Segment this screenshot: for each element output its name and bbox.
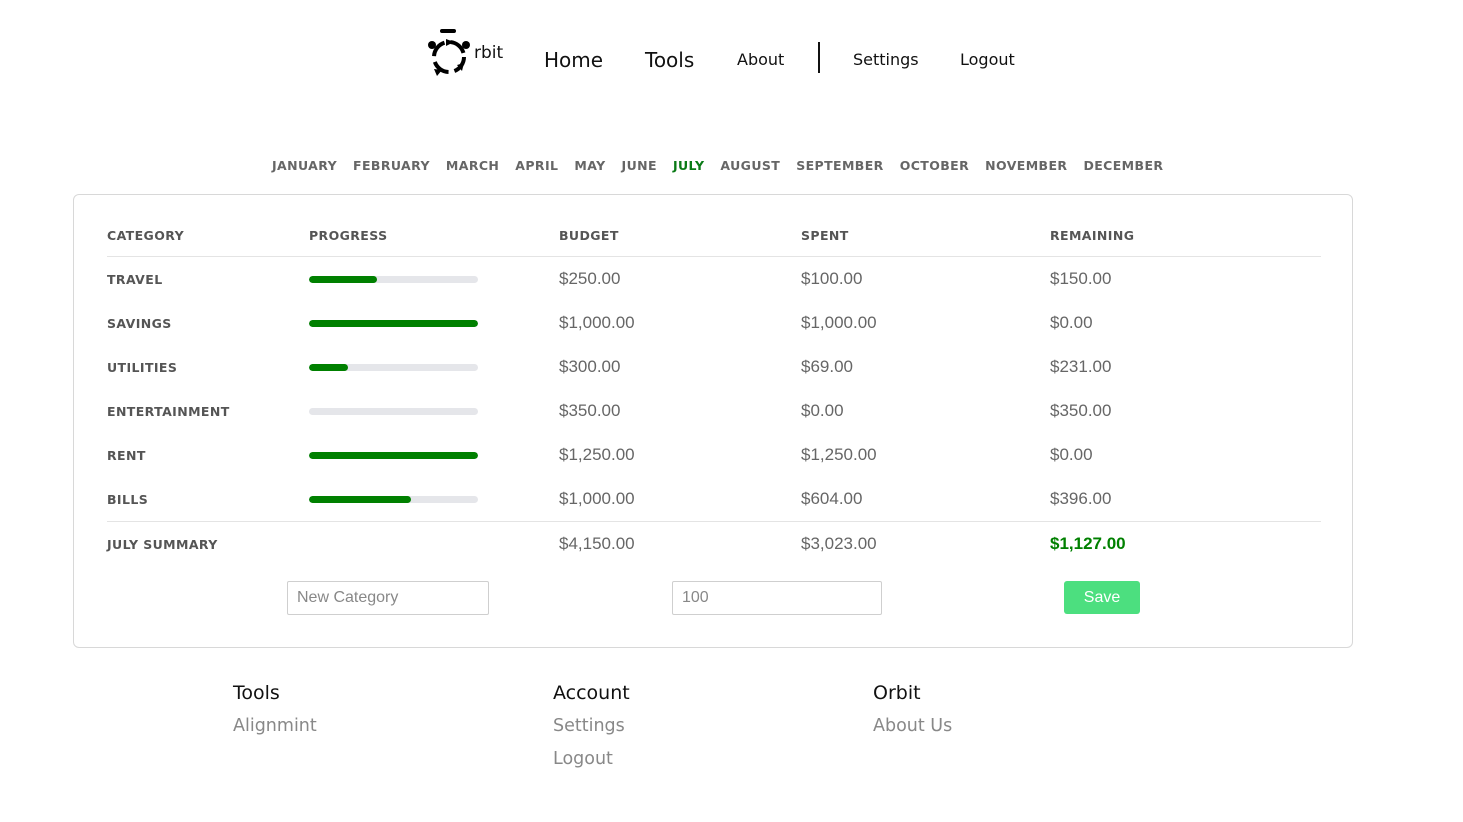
table-row: TRAVEL $250.00 $100.00 $150.00 — [107, 257, 1321, 301]
new-category-input[interactable] — [287, 581, 489, 615]
footer-link-alignmint[interactable]: Alignmint — [233, 716, 317, 736]
summary-remaining: $1,127.00 — [1050, 534, 1126, 553]
remaining-value: $350.00 — [1050, 401, 1112, 420]
footer-tools: Tools Alignmint — [233, 682, 317, 749]
month-tab-october[interactable]: OCTOBER — [899, 158, 970, 173]
remaining-value: $0.00 — [1050, 313, 1093, 332]
header-category: CATEGORY — [107, 227, 185, 243]
budget-card: CATEGORY PROGRESS BUDGET SPENT REMAINING… — [73, 194, 1353, 648]
remaining-value: $231.00 — [1050, 357, 1112, 376]
month-tabs: JANUARY FEBRUARY MARCH APRIL MAY JUNE JULY AUGU… — [272, 158, 1179, 173]
nav-home[interactable]: Home — [544, 48, 604, 72]
nav-about[interactable]: About — [737, 50, 785, 69]
progress-bar — [309, 363, 478, 371]
month-tab-august[interactable]: AUGUST — [720, 158, 781, 173]
nav-divider — [818, 42, 820, 73]
header-spent: SPENT — [801, 227, 849, 243]
month-tab-may[interactable]: MAY — [574, 158, 606, 173]
progress-fill — [309, 451, 478, 459]
footer-account-title: Account — [553, 682, 630, 704]
footer-tools-title: Tools — [233, 682, 280, 704]
spent-value: $100.00 — [801, 269, 863, 288]
top-nav: rbit Home Tools About Settings Logout — [426, 22, 1015, 92]
budget-value: $250.00 — [559, 269, 621, 288]
remaining-value: $150.00 — [1050, 269, 1112, 288]
progress-bar — [309, 319, 478, 327]
table-row: SAVINGS $1,000.00 $1,000.00 $0.00 — [107, 301, 1321, 345]
summary-row: JULY SUMMARY $4,150.00 $3,023.00 $1,127.… — [107, 522, 1321, 566]
save-button[interactable]: Save — [1064, 581, 1140, 614]
month-tab-december[interactable]: DECEMBER — [1083, 158, 1164, 173]
month-tab-november[interactable]: NOVEMBER — [985, 158, 1068, 173]
table-header: CATEGORY PROGRESS BUDGET SPENT REMAINING — [107, 213, 1321, 257]
footer-orbit: Orbit About Us — [873, 682, 952, 749]
progress-bar — [309, 495, 478, 503]
spent-value: $604.00 — [801, 489, 863, 508]
header-remaining: REMAINING — [1050, 227, 1135, 243]
summary-label: JULY SUMMARY — [107, 536, 218, 552]
footer-link-logout[interactable]: Logout — [553, 749, 613, 769]
budget-value: $1,000.00 — [559, 313, 635, 332]
orbit-logo-icon — [428, 29, 470, 76]
month-tab-march[interactable]: MARCH — [445, 158, 500, 173]
budget-value: $300.00 — [559, 357, 621, 376]
progress-bar — [309, 275, 478, 283]
table-row: BILLS $1,000.00 $604.00 $396.00 — [107, 477, 1321, 521]
month-tab-june[interactable]: JUNE — [621, 158, 657, 173]
header-budget: BUDGET — [559, 227, 619, 243]
header-progress: PROGRESS — [309, 227, 388, 243]
summary-budget: $4,150.00 — [559, 534, 635, 553]
budget-value: $350.00 — [559, 401, 621, 420]
month-tab-september[interactable]: SEPTEMBER — [796, 158, 884, 173]
month-tab-april[interactable]: APRIL — [515, 158, 559, 173]
summary-spent: $3,023.00 — [801, 534, 877, 553]
nav-logout[interactable]: Logout — [960, 50, 1015, 69]
month-tab-january[interactable]: JANUARY — [272, 158, 338, 173]
month-tab-february[interactable]: FEBRUARY — [353, 158, 430, 173]
spent-value: $1,000.00 — [801, 313, 877, 332]
progress-fill — [309, 495, 412, 503]
table-row: ENTERTAINMENT $350.00 $0.00 $350.00 — [107, 389, 1321, 433]
footer-link-about-us[interactable]: About Us — [873, 716, 953, 736]
progress-fill — [309, 275, 377, 283]
table-row: RENT $1,250.00 $1,250.00 $0.00 — [107, 433, 1321, 477]
footer-account: Account Settings Logout — [553, 682, 630, 782]
spent-value: $0.00 — [801, 401, 844, 420]
summary-divider — [107, 521, 1321, 522]
nav-settings[interactable]: Settings — [853, 50, 919, 69]
budget-value: $1,250.00 — [559, 445, 635, 464]
footer-orbit-title: Orbit — [873, 682, 921, 704]
table-row: UTILITIES $300.00 $69.00 $231.00 — [107, 345, 1321, 389]
progress-bar — [309, 451, 478, 459]
month-tab-july[interactable]: JULY — [672, 158, 705, 173]
budget-amount-input[interactable] — [672, 581, 882, 615]
category-name: SAVINGS — [107, 315, 172, 331]
remaining-value: $0.00 — [1050, 445, 1093, 464]
category-name: TRAVEL — [107, 271, 163, 287]
footer-link-settings[interactable]: Settings — [553, 716, 625, 736]
header-divider — [107, 256, 1321, 257]
category-name: ENTERTAINMENT — [107, 403, 230, 419]
spent-value: $69.00 — [801, 357, 853, 376]
category-name: UTILITIES — [107, 359, 178, 375]
budget-value: $1,000.00 — [559, 489, 635, 508]
category-name: BILLS — [107, 491, 149, 507]
category-name: RENT — [107, 447, 146, 463]
orbit-logo[interactable]: rbit — [426, 27, 544, 87]
progress-fill — [309, 319, 478, 327]
progress-fill — [309, 363, 348, 371]
progress-bar — [309, 407, 478, 415]
logo-text: rbit — [474, 43, 504, 63]
remaining-value: $396.00 — [1050, 489, 1112, 508]
nav-tools[interactable]: Tools — [645, 48, 695, 72]
spent-value: $1,250.00 — [801, 445, 877, 464]
